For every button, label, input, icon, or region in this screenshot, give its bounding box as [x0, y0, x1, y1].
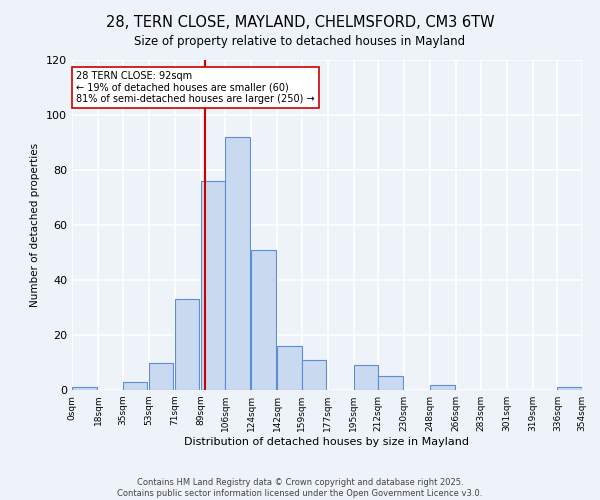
Y-axis label: Number of detached properties: Number of detached properties [31, 143, 40, 307]
Bar [251, 250, 276, 390]
Bar [225, 137, 250, 390]
Text: 28, TERN CLOSE, MAYLAND, CHELMSFORD, CM3 6TW: 28, TERN CLOSE, MAYLAND, CHELMSFORD, CM3… [106, 15, 494, 30]
Bar [354, 365, 378, 390]
Bar [149, 362, 173, 390]
Bar [557, 387, 582, 390]
X-axis label: Distribution of detached houses by size in Mayland: Distribution of detached houses by size … [185, 437, 470, 447]
Bar [302, 360, 326, 390]
Bar [200, 181, 225, 390]
Text: 28 TERN CLOSE: 92sqm
← 19% of detached houses are smaller (60)
81% of semi-detac: 28 TERN CLOSE: 92sqm ← 19% of detached h… [76, 71, 315, 104]
Bar [277, 346, 302, 390]
Bar [72, 387, 97, 390]
Text: Size of property relative to detached houses in Mayland: Size of property relative to detached ho… [134, 35, 466, 48]
Bar [430, 384, 455, 390]
Bar [175, 299, 199, 390]
Bar [122, 382, 147, 390]
Text: Contains HM Land Registry data © Crown copyright and database right 2025.
Contai: Contains HM Land Registry data © Crown c… [118, 478, 482, 498]
Bar [378, 376, 403, 390]
